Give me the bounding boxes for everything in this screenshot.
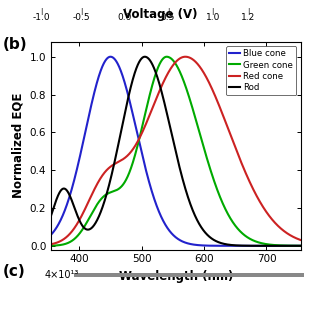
Text: (c): (c) — [3, 264, 26, 279]
Blue cone — [307, 244, 310, 248]
Red cone — [170, 57, 173, 61]
Blue cone — [315, 244, 318, 248]
Text: 1.0: 1.0 — [206, 13, 220, 22]
Red cone — [165, 55, 169, 59]
Rod — [46, 222, 50, 226]
Red cone — [60, 243, 64, 247]
Text: 4×10¹³: 4×10¹³ — [45, 270, 79, 280]
Rod — [307, 244, 310, 248]
Text: |: | — [124, 8, 126, 15]
Red cone — [307, 244, 310, 248]
Blue cone — [258, 244, 261, 248]
Text: -0.5: -0.5 — [73, 13, 91, 22]
Red cone — [46, 244, 50, 248]
Rod — [307, 244, 311, 248]
Rod — [177, 162, 180, 166]
Blue cone — [307, 244, 311, 248]
Y-axis label: Normalized EQE: Normalized EQE — [11, 93, 24, 198]
Red cone — [258, 241, 261, 244]
Line: Red cone: Red cone — [48, 57, 316, 245]
Red cone — [46, 243, 50, 247]
Rod — [60, 188, 64, 191]
Text: |: | — [167, 8, 169, 15]
Text: |: | — [212, 8, 214, 15]
Red cone — [60, 238, 64, 242]
Text: |: | — [247, 8, 249, 15]
Line: Blue cone: Blue cone — [48, 57, 316, 246]
Red cone — [170, 66, 173, 69]
Red cone — [315, 244, 318, 248]
Red cone — [307, 240, 310, 244]
Red cone — [177, 68, 180, 71]
Blue cone — [46, 236, 50, 239]
Rod — [143, 55, 147, 59]
Text: |: | — [80, 8, 83, 15]
Rod — [315, 244, 318, 248]
Red cone — [307, 240, 311, 244]
Red cone — [258, 199, 261, 203]
Rod — [258, 244, 261, 248]
Text: 0.5: 0.5 — [161, 13, 175, 22]
Blue cone — [108, 55, 112, 59]
Blue cone — [177, 237, 180, 241]
Red cone — [307, 244, 311, 248]
Text: |: | — [40, 8, 43, 15]
Red cone — [315, 242, 318, 246]
Line: Red cone: Red cone — [48, 57, 316, 246]
Text: (b): (b) — [3, 37, 28, 52]
Legend: Blue cone, Green cone, Red cone, Rod: Blue cone, Green cone, Red cone, Rod — [226, 46, 297, 95]
Line: Rod: Rod — [48, 57, 316, 246]
Rod — [170, 132, 173, 135]
Text: 1.2: 1.2 — [241, 13, 255, 22]
Blue cone — [60, 216, 64, 220]
X-axis label: Wavelength (nm): Wavelength (nm) — [119, 270, 233, 283]
Red cone — [183, 55, 187, 59]
Text: 0.0: 0.0 — [118, 13, 132, 22]
Text: Voltage (V): Voltage (V) — [123, 8, 197, 21]
Text: -1.0: -1.0 — [33, 13, 51, 22]
Blue cone — [170, 231, 173, 235]
Red cone — [177, 58, 180, 61]
